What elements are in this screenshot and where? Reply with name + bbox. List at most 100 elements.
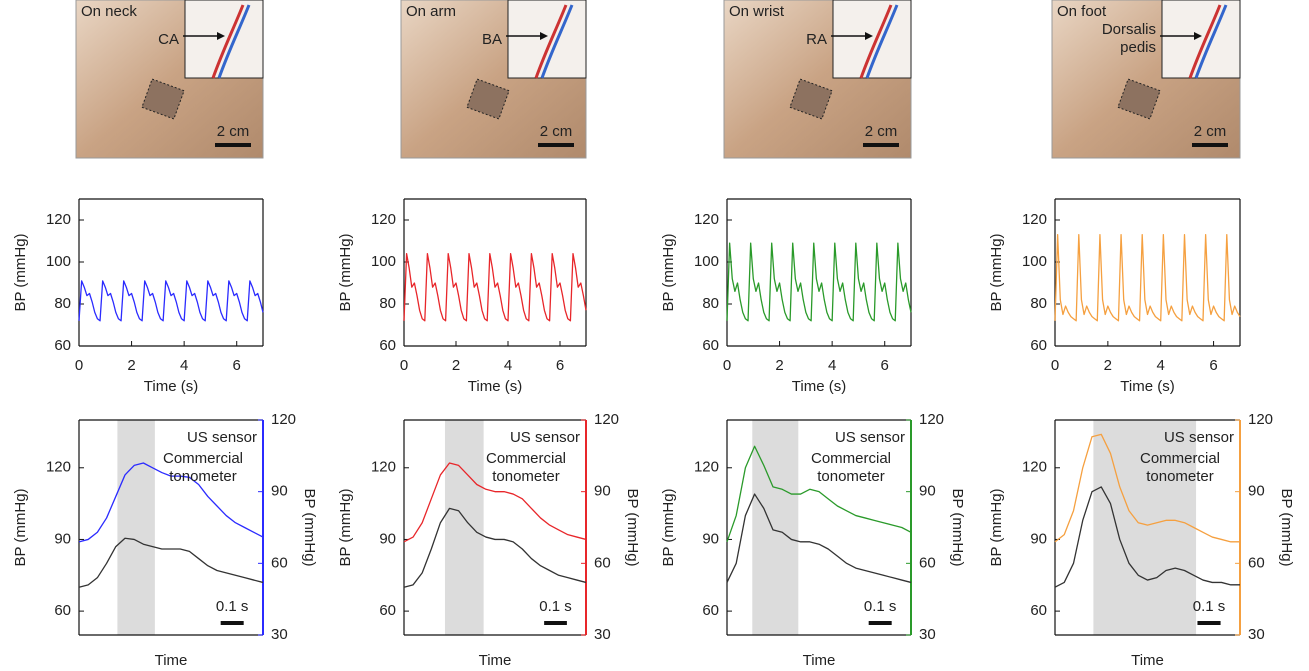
artery-label: BA: [482, 31, 502, 48]
data-line: [726, 493, 912, 584]
photo-caption: On wrist: [729, 3, 785, 20]
y-tick-label: 60: [702, 602, 719, 619]
data-line: [726, 445, 912, 543]
y-tick-label: 80: [702, 295, 719, 312]
y-tick-label: 60: [1030, 337, 1047, 354]
data-line: [403, 507, 587, 588]
artery-label: pedis: [1120, 39, 1156, 56]
y2-tick-label: 120: [919, 411, 944, 428]
legend-wrap: Commercial tonometer: [810, 450, 891, 485]
data-line: [1054, 234, 1241, 322]
photo-panel: On neck CA 2 cm: [75, 0, 264, 159]
legend-wrap: Commercial tonometer: [162, 450, 243, 485]
inset-vessel: [211, 4, 245, 79]
data-line: [1054, 433, 1240, 543]
y2-tick-label: 90: [919, 483, 936, 500]
chart: 60 80 100 120 0 2 4 6 Time (s) BP (mmHg): [337, 198, 587, 395]
y2-tick-label: 90: [1248, 483, 1265, 500]
sensor-patch: [141, 78, 185, 120]
chart: 60 90 120 30 60 90 120 Time BP (mmHg) BP (mmHg) US…: [660, 411, 966, 669]
chart: 60 90 120 30 60 90 120 Time BP (mmHg) BP (mmHg) US…: [337, 411, 641, 669]
y-axis-label: BP (mmHg): [12, 488, 29, 566]
x-axis-label: Time: [479, 652, 512, 669]
scale-bar-label: 0.1 s: [539, 598, 572, 615]
x-tick-label: 4: [828, 357, 836, 374]
y-tick-label: 100: [694, 253, 719, 270]
x-tick-label: 6: [1209, 357, 1217, 374]
legend-entry: Commercial tonometer: [485, 450, 566, 485]
y2-axis-label: BP (mmHg): [949, 488, 966, 566]
y-tick-label: 120: [694, 459, 719, 476]
y-tick-label: 90: [702, 530, 719, 547]
scale-label: 2 cm: [217, 123, 250, 140]
y-axis-label: BP (mmHg): [337, 233, 354, 311]
arrow-head: [865, 32, 873, 40]
inset-vessel: [534, 4, 568, 79]
y2-axis-label: BP (mmHg): [1278, 488, 1295, 566]
data-line: [726, 242, 912, 322]
y-axis-label: BP (mmHg): [988, 488, 1005, 566]
legend-entry: Commercial tonometer: [810, 450, 891, 485]
x-axis-label: Time: [1131, 652, 1164, 669]
y2-tick-label: 120: [594, 411, 619, 428]
y-tick-label: 60: [54, 337, 71, 354]
inset-vessel: [1188, 4, 1222, 79]
x-tick-label: 6: [556, 357, 564, 374]
y-tick-label: 100: [1022, 253, 1047, 270]
y-tick-label: 60: [379, 337, 396, 354]
y-tick-label: 90: [379, 530, 396, 547]
photo-caption: On foot: [1057, 3, 1107, 20]
inset-vessel: [859, 4, 893, 79]
y-tick-label: 80: [1030, 295, 1047, 312]
scale-label: 2 cm: [1194, 123, 1227, 140]
data-line: [78, 280, 264, 322]
scale-bar: [220, 621, 244, 625]
photo-panel: On wrist RA 2 cm: [723, 0, 912, 159]
scale-bar: [215, 143, 251, 147]
x-tick-label: 4: [180, 357, 188, 374]
y-tick-label: 100: [371, 253, 396, 270]
y2-tick-label: 30: [1248, 626, 1265, 643]
legend-entry: Commercial tonometer: [1139, 450, 1220, 485]
x-tick-label: 0: [400, 357, 408, 374]
sensor-patch: [466, 78, 510, 120]
y2-tick-label: 120: [1248, 411, 1273, 428]
inset-vessel: [1194, 4, 1228, 79]
legend-wrap: Commercial tonometer: [1139, 450, 1220, 485]
legend-entry: Commercial tonometer: [162, 450, 243, 485]
y-tick-label: 120: [694, 211, 719, 228]
y-tick-label: 60: [54, 602, 71, 619]
y-tick-label: 120: [371, 211, 396, 228]
scale-bar-label: 0.1 s: [1193, 598, 1226, 615]
y2-tick-label: 30: [594, 626, 611, 643]
x-axis-label: Time: [155, 652, 188, 669]
arrow-head: [1194, 32, 1202, 40]
scale-bar: [544, 621, 567, 625]
arrow-head: [217, 32, 225, 40]
inset-vessel: [217, 4, 251, 79]
scale-bar: [1192, 143, 1228, 147]
data-line: [1054, 486, 1240, 588]
chart: 60 80 100 120 0 2 4 6 Time (s) BP (mmHg): [988, 198, 1241, 395]
chart: 60 80 100 120 0 2 4 6 Time (s) BP (mmHg): [12, 198, 264, 395]
scale-label: 2 cm: [540, 123, 573, 140]
highlight: [752, 420, 799, 635]
x-axis-label: Time (s): [1120, 378, 1174, 395]
x-axis-label: Time (s): [792, 378, 846, 395]
inset-vessel: [865, 4, 899, 79]
x-tick-label: 2: [1104, 357, 1112, 374]
y2-tick-label: 90: [594, 483, 611, 500]
y2-tick-label: 60: [1248, 554, 1265, 571]
x-tick-label: 2: [452, 357, 460, 374]
y2-tick-label: 60: [919, 554, 936, 571]
chart: 60 80 100 120 0 2 4 6 Time (s) BP (mmHg): [660, 198, 912, 395]
y-axis-label: BP (mmHg): [12, 233, 29, 311]
x-tick-label: 0: [1051, 357, 1059, 374]
y2-tick-label: 60: [271, 554, 288, 571]
artery-label: CA: [158, 31, 179, 48]
scale-bar: [868, 621, 892, 625]
x-axis-label: Time (s): [144, 378, 198, 395]
y-tick-label: 120: [371, 459, 396, 476]
